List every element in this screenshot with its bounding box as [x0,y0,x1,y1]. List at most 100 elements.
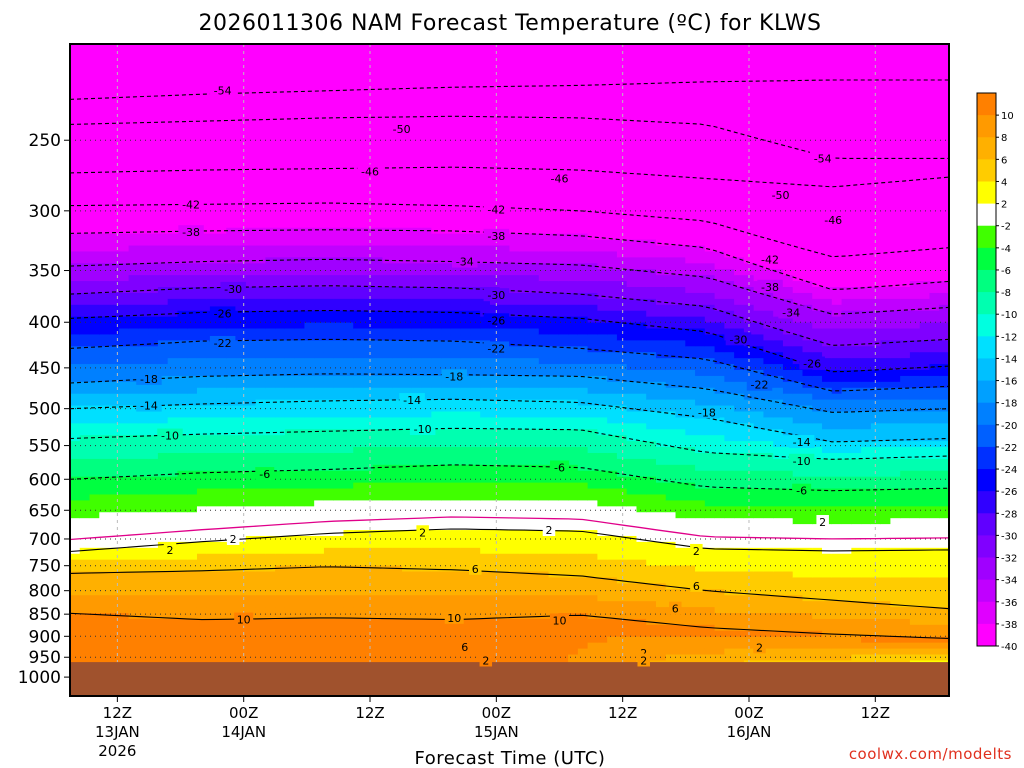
field-cell [284,358,296,365]
field-cell [333,180,345,187]
field-cell [157,298,169,306]
field-cell [353,233,364,241]
field-cell [421,322,432,330]
field-cell [294,67,305,75]
field-cell [275,192,286,199]
field-cell [480,547,491,555]
field-cell [79,103,91,110]
field-cell [167,49,179,57]
field-cell [89,405,100,413]
field-cell [245,595,257,602]
field-cell [480,115,491,122]
field-cell [509,115,520,122]
field-cell [167,381,179,389]
field-cell [284,292,296,300]
field-cell [363,334,374,341]
field-cell [372,470,384,478]
field-cell [177,263,188,270]
field-cell [304,233,315,241]
field-cell [343,192,354,199]
field-cell [226,156,237,164]
field-cell [118,624,130,632]
field-cell [226,61,237,69]
field-cell [499,275,511,282]
field-cell [177,589,188,596]
field-cell [402,494,413,501]
field-cell [245,287,257,294]
field-cell [70,227,81,235]
field-cell [402,298,413,306]
field-cell [284,298,296,306]
field-cell [138,589,149,596]
field-cell [187,488,198,496]
field-cell [255,642,266,650]
field-cell [480,417,491,424]
field-cell [382,304,393,312]
field-cell [333,482,345,490]
field-cell [245,121,257,128]
field-cell [275,381,286,389]
field-cell [265,138,276,146]
field-cell [441,547,452,555]
field-cell [89,375,100,383]
field-cell [421,547,432,555]
field-cell [138,624,149,632]
field-cell [294,393,305,401]
field-cell [421,476,432,484]
field-cell [392,103,403,110]
field-cell [89,79,100,87]
field-cell [226,221,237,229]
field-cell [148,221,159,229]
field-cell [284,589,296,596]
field-cell [372,126,384,134]
field-cell [99,209,110,217]
field-cell [265,352,276,359]
field-cell [70,636,81,644]
field-cell [333,500,345,507]
field-cell [245,281,257,288]
field-cell [157,292,169,300]
field-cell [402,316,413,324]
field-cell [157,624,169,632]
field-cell [372,530,384,537]
field-cell [363,281,374,288]
field-cell [99,589,110,596]
field-cell [323,328,335,336]
field-cell [89,535,100,543]
field-cell [421,269,432,276]
field-cell [89,55,100,63]
field-cell [226,233,237,241]
field-cell [284,263,296,270]
field-cell [167,204,179,211]
field-cell [109,115,120,122]
field-cell [167,162,179,170]
field-cell [441,642,452,650]
field-cell [460,411,472,419]
field-cell [265,79,276,87]
field-cell [177,518,188,525]
field-cell [343,316,354,324]
field-cell [353,49,364,57]
field-cell [421,174,432,181]
field-cell [431,381,442,389]
field-cell [294,571,305,579]
field-cell [411,109,423,116]
field-cell [196,115,208,122]
field-cell [265,316,276,324]
field-cell [118,209,130,217]
field-cell [70,334,81,341]
field-cell [509,55,520,63]
field-cell [265,482,276,490]
field-cell [509,186,520,193]
field-cell [470,269,481,276]
field-cell [79,61,91,69]
field-cell [284,44,296,51]
field-cell [70,316,81,324]
field-cell [118,115,130,122]
field-cell [460,174,472,181]
field-cell [265,393,276,401]
field-cell [157,482,169,490]
field-cell [411,275,423,282]
field-cell [245,209,257,217]
field-cell [255,577,266,584]
